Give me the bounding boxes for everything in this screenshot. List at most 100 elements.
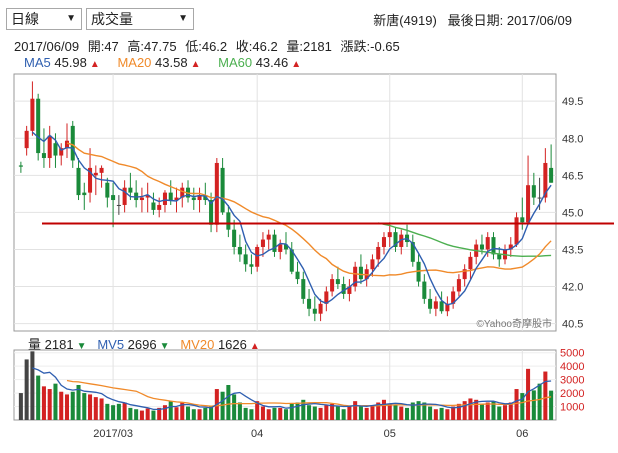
quote-low: 低:46.2 xyxy=(185,39,228,54)
price-tick-label: 45.0 xyxy=(562,207,583,219)
candle-body xyxy=(139,197,144,201)
volume-bar xyxy=(537,383,542,420)
volume-tick-label: 3000 xyxy=(560,375,584,387)
candle-body xyxy=(162,192,167,205)
vol-legend: 量 2181 ▼ xyxy=(28,337,87,352)
candle-body xyxy=(301,279,306,299)
candle-body xyxy=(76,167,81,196)
quote-close: 收:46.2 xyxy=(235,39,278,54)
volume-bar xyxy=(335,406,340,420)
candle-body xyxy=(116,204,121,206)
volume-bar xyxy=(249,409,254,420)
candle-body xyxy=(24,130,29,149)
candle-body xyxy=(514,217,519,245)
volume-bar xyxy=(134,409,139,420)
candle-body xyxy=(82,192,87,196)
down-triangle-icon: ▼ xyxy=(159,341,170,352)
volume-bar xyxy=(364,407,369,420)
candle-body xyxy=(353,266,358,287)
candle-body xyxy=(295,271,300,280)
volume-bar xyxy=(24,359,29,420)
candle-body xyxy=(255,246,260,267)
candle-body xyxy=(335,279,340,285)
candle-body xyxy=(451,291,456,304)
x-tick-label: 06 xyxy=(516,428,528,440)
candle-body xyxy=(249,264,254,267)
candle-body xyxy=(324,291,329,304)
volume-bar xyxy=(410,402,415,420)
x-tick-label: 04 xyxy=(251,428,263,440)
candle-body xyxy=(347,286,352,294)
volume-bar xyxy=(168,401,173,420)
candle-body xyxy=(531,185,536,198)
volume-bar xyxy=(387,403,392,420)
candle-body xyxy=(191,197,196,201)
volume-bar xyxy=(53,383,58,420)
volume-bar xyxy=(128,407,133,420)
candle-body xyxy=(214,162,219,225)
candle-body xyxy=(41,153,46,159)
volume-bar xyxy=(64,394,70,420)
price-panel-frame xyxy=(13,73,557,332)
candle-body xyxy=(174,197,179,201)
candle-body xyxy=(318,303,323,314)
volume-bar xyxy=(272,407,277,420)
volume-bar xyxy=(209,406,214,420)
candle-body xyxy=(312,308,317,314)
candle-body xyxy=(88,167,93,193)
volume-bar xyxy=(456,403,461,420)
candle-body xyxy=(508,244,513,250)
candle-body xyxy=(456,279,461,292)
volume-bar xyxy=(497,406,502,420)
price-tick-label: 49.5 xyxy=(562,96,583,108)
candle-body xyxy=(157,204,162,210)
candle-body xyxy=(330,279,335,292)
candle-body xyxy=(278,244,283,252)
volume-bar xyxy=(93,397,98,420)
quote-change: 漲跌:-0.65 xyxy=(340,39,400,54)
chevron-down-icon: ▼ xyxy=(178,13,188,24)
volume-bar xyxy=(260,406,265,420)
volume-bar xyxy=(283,409,289,420)
candle-body xyxy=(537,197,542,199)
period-select[interactable]: 日線 ▼ xyxy=(6,8,82,30)
ma60-legend: MA60 43.46 ▲ xyxy=(218,55,302,70)
candle-body xyxy=(232,229,237,247)
volume-bar xyxy=(76,385,81,420)
volume-bar xyxy=(376,402,381,420)
up-triangle-icon: ▲ xyxy=(190,59,201,70)
mv20-legend: MV20 1626 ▲ xyxy=(180,337,260,352)
ma5-line xyxy=(31,131,552,306)
volume-bar xyxy=(162,405,167,420)
candle-body xyxy=(243,254,248,265)
volume-bar xyxy=(347,406,352,420)
down-triangle-icon: ▼ xyxy=(76,341,87,352)
candle-body xyxy=(462,269,467,280)
candle-body xyxy=(543,162,548,198)
candle-body xyxy=(358,266,363,280)
ma5-legend: MA5 45.98 ▲ xyxy=(24,55,100,70)
volume-bar xyxy=(405,407,410,420)
up-triangle-icon: ▲ xyxy=(291,59,302,70)
candle-body xyxy=(237,246,242,255)
candle-body xyxy=(70,125,75,161)
up-triangle-icon: ▲ xyxy=(89,59,100,70)
volume-bar xyxy=(191,409,196,420)
candle-body xyxy=(64,140,70,149)
volume-bar xyxy=(312,406,317,420)
candle-body xyxy=(99,167,104,173)
stock-name: 新唐(4919) xyxy=(373,13,437,28)
candle-body xyxy=(93,172,98,176)
volume-bar xyxy=(70,391,75,420)
mv5-legend: MV5 2696 ▼ xyxy=(97,337,170,352)
volume-bar xyxy=(278,407,283,420)
candle-body xyxy=(549,167,554,183)
candle-body xyxy=(30,98,35,131)
candle-body xyxy=(520,217,525,223)
price-tick-label: 48.0 xyxy=(562,133,583,145)
candle-body xyxy=(479,244,484,250)
indicator-select-value: 成交量 xyxy=(91,11,133,27)
indicator-select[interactable]: 成交量 ▼ xyxy=(86,8,194,30)
candle-body xyxy=(134,192,139,201)
